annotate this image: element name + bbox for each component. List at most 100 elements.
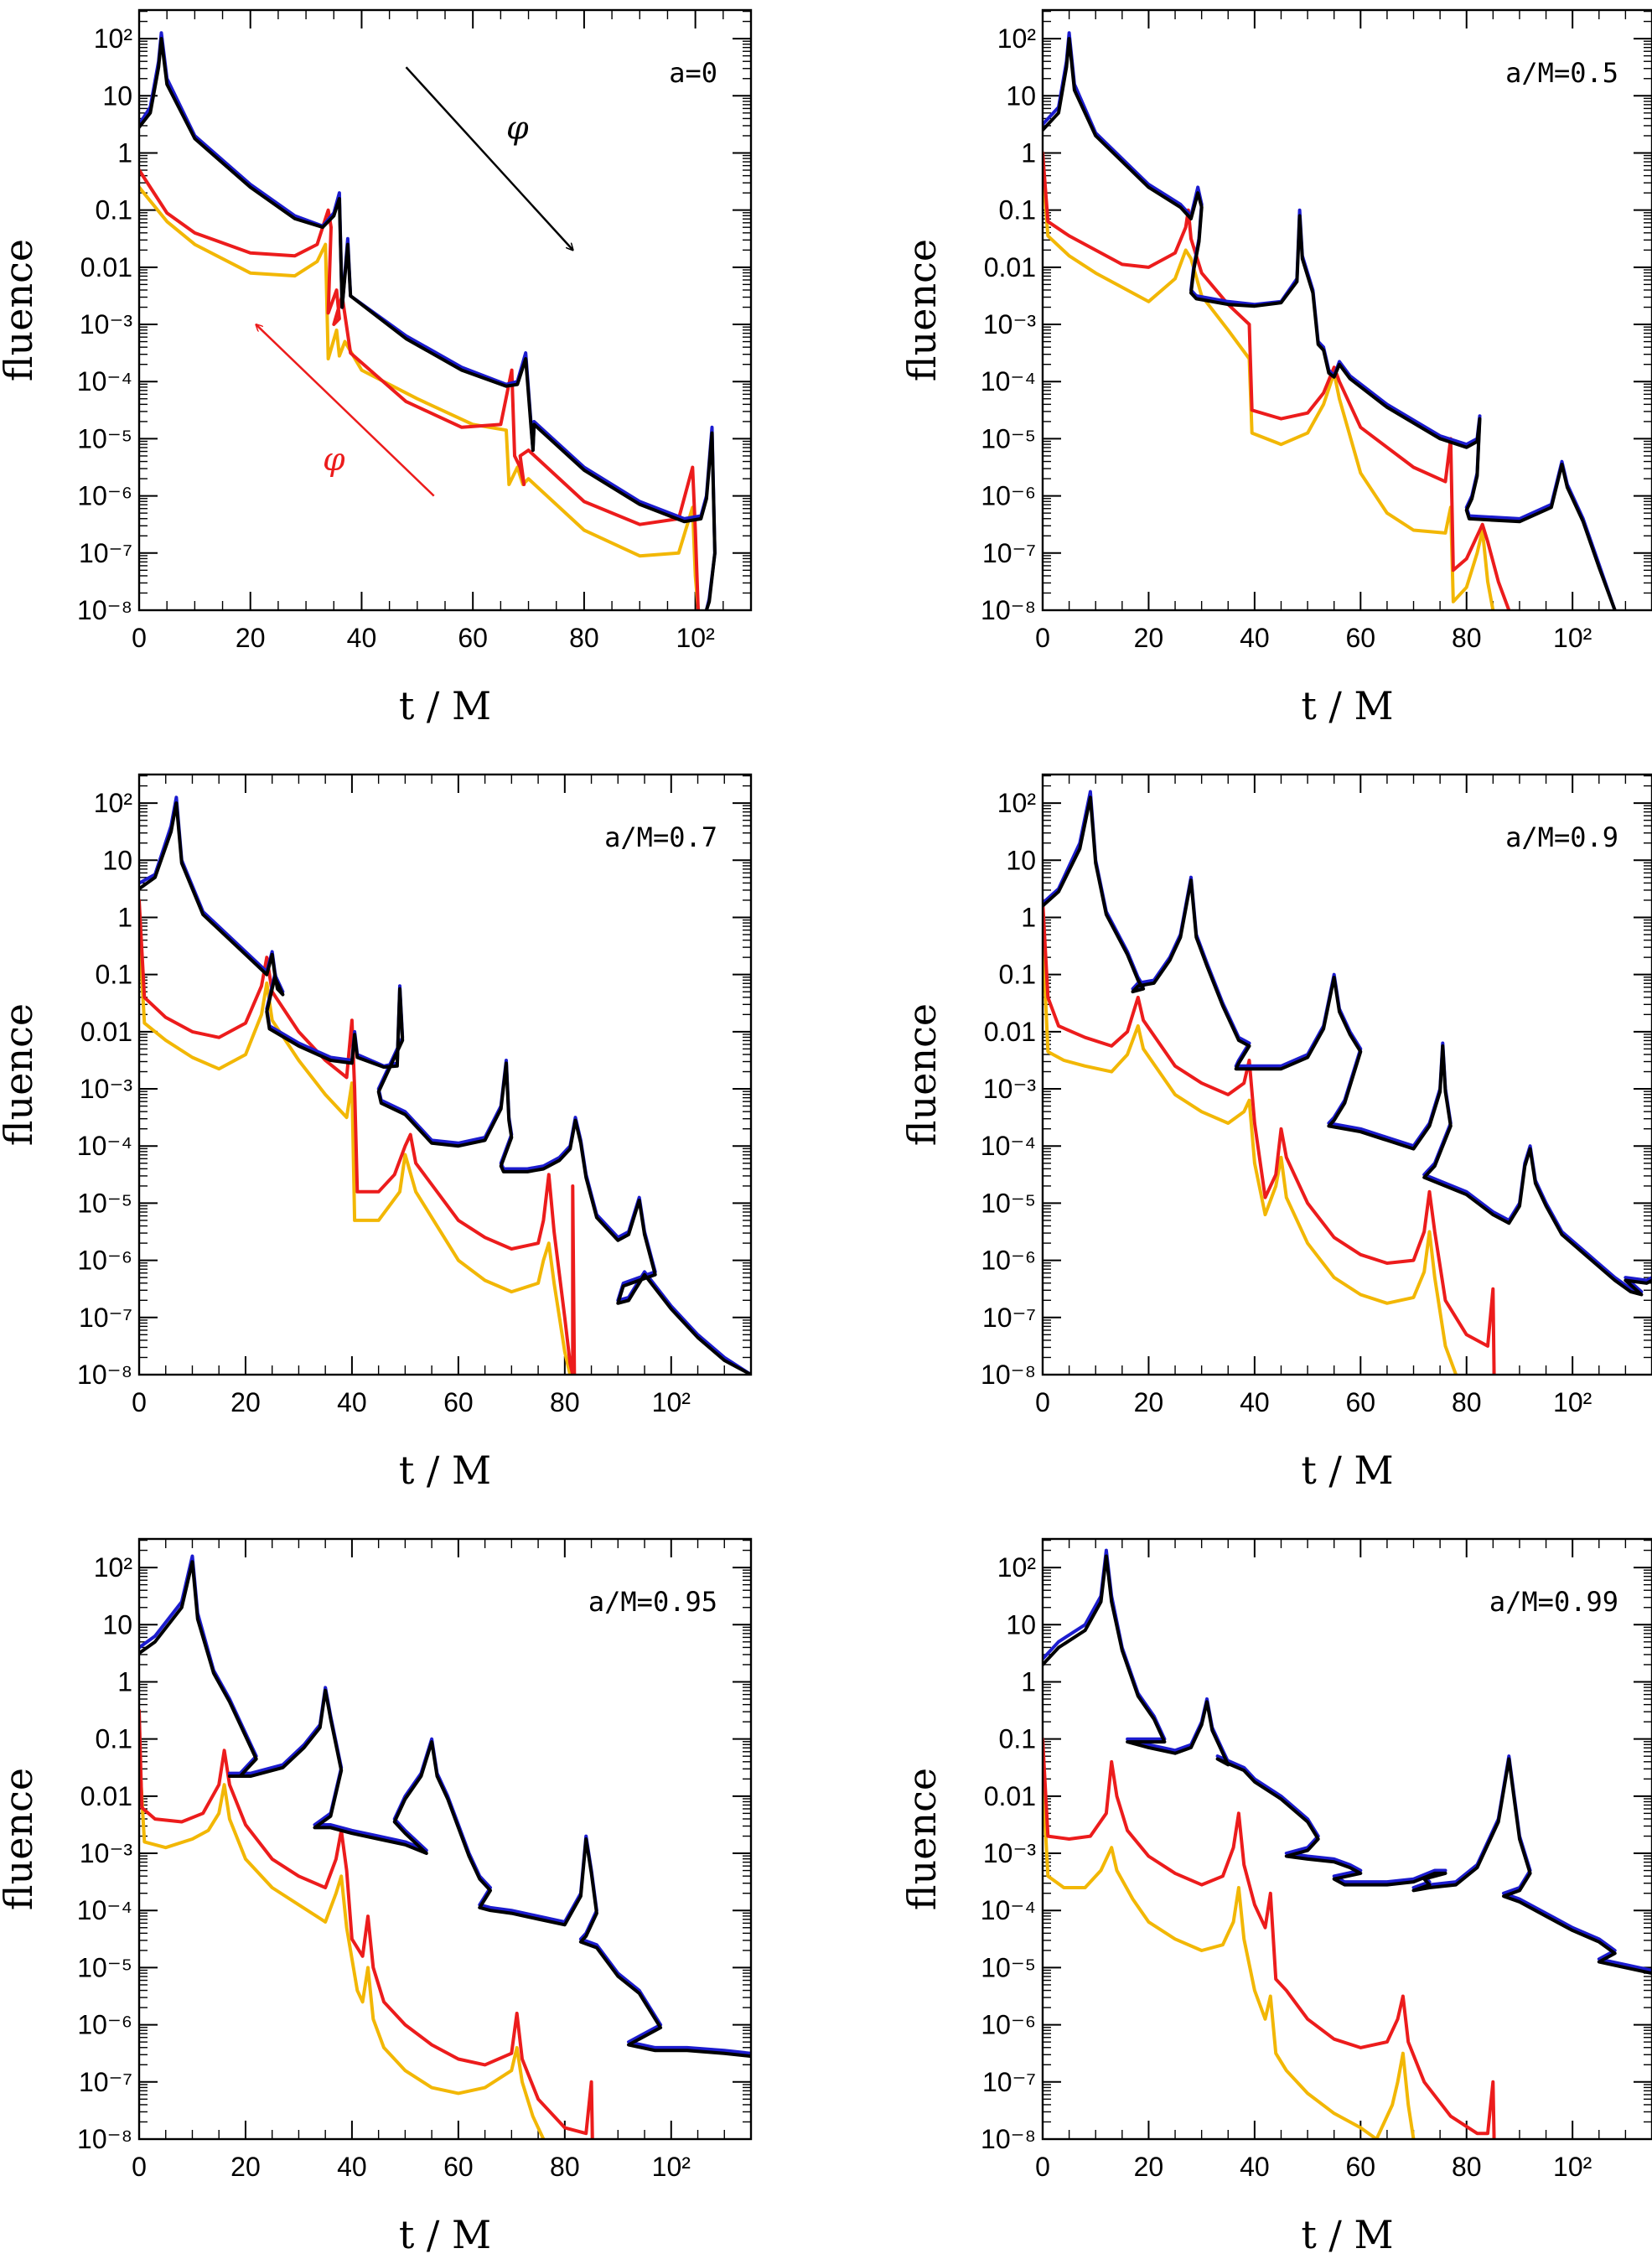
series-red-line xyxy=(139,1708,594,2139)
x-tick-label: 20 xyxy=(236,623,266,653)
curves xyxy=(139,795,751,1375)
y-tick-label: 0.01 xyxy=(984,252,1036,282)
annotation-phi-label: φ xyxy=(506,109,529,146)
x-tick-label: 80 xyxy=(1452,2152,1482,2182)
y-tick-label: 10⁻⁴ xyxy=(981,1131,1036,1161)
y-tick-label: 10⁻⁸ xyxy=(981,2124,1036,2154)
y-tick-label: 10² xyxy=(997,788,1037,818)
series-black-line xyxy=(139,1560,751,2059)
y-tick-label: 10² xyxy=(997,1552,1037,1583)
y-tick-label: 10⁻³ xyxy=(80,309,132,339)
x-tick-label: 60 xyxy=(443,2152,474,2182)
y-tick-label: 0.01 xyxy=(80,1017,132,1047)
x-tick-label: 60 xyxy=(443,1387,474,1417)
annotation-arrow xyxy=(256,324,435,497)
y-tick-label: 0.1 xyxy=(96,1724,132,1754)
x-tick-label: 10² xyxy=(652,1387,691,1417)
curves xyxy=(1043,790,1652,1375)
x-tick-label: 10² xyxy=(1553,1387,1592,1417)
y-tick-label: 10⁻⁴ xyxy=(77,1895,132,1925)
annotation-arrow xyxy=(405,66,573,250)
y-tick-label: 10 xyxy=(1006,80,1036,111)
series-orange-line xyxy=(1043,1777,1416,2139)
x-tick-label: 80 xyxy=(1452,623,1482,653)
y-tick-label: 10 xyxy=(1006,1609,1036,1640)
y-tick-label: 10⁻⁷ xyxy=(79,2067,132,2097)
y-tick-label: 10⁻⁷ xyxy=(79,538,132,568)
y-tick-label: 10⁻⁵ xyxy=(77,423,132,453)
series-orange-line xyxy=(139,1749,546,2139)
x-tick-label: 60 xyxy=(1346,2152,1376,2182)
y-tick-label: 10⁻⁶ xyxy=(981,2010,1036,2040)
x-tick-label: 40 xyxy=(1240,623,1270,653)
x-tick-label: 60 xyxy=(458,623,488,653)
panel-2: 10⁻⁸ 10⁻⁷ 10⁻⁶ 10⁻⁵ 10⁻⁴ 10⁻³ 0.01 0.1 1 10 10² 0 20… xyxy=(899,8,1652,728)
plot-frame xyxy=(137,773,753,1376)
plot-frame xyxy=(1041,8,1652,612)
y-axis-label: fluence xyxy=(0,1003,41,1146)
y-tick-label: 0.1 xyxy=(96,960,132,990)
series-black-line xyxy=(139,801,751,1375)
y-tick-label: 10⁻⁶ xyxy=(77,1246,132,1276)
panel-title: a/M=0.7 xyxy=(604,821,717,853)
curves xyxy=(139,1554,751,2139)
x-axis-label: t / M xyxy=(399,683,491,728)
series-black-line xyxy=(139,37,717,610)
x-tick-label: 0 xyxy=(1035,1387,1050,1417)
plot-frame xyxy=(137,1537,753,2141)
x-tick-label: 20 xyxy=(1134,1387,1164,1417)
x-tick-label: 10² xyxy=(1553,623,1592,653)
x-tick-label: 80 xyxy=(550,1387,580,1417)
y-axis-label: fluence xyxy=(899,1768,945,1910)
panel-6: 10⁻⁸ 10⁻⁷ 10⁻⁶ 10⁻⁵ 10⁻⁴ 10⁻³ 0.01 0.1 1 10 10² 0 20… xyxy=(899,1537,1652,2257)
y-tick-label: 10⁻⁵ xyxy=(981,1188,1036,1218)
y-tick-label: 10⁻⁵ xyxy=(77,1952,132,1982)
y-tick-label: 0.1 xyxy=(96,195,132,225)
series-red-line xyxy=(1043,1737,1496,2139)
y-axis-label: fluence xyxy=(899,239,945,381)
y-tick-label: 0.1 xyxy=(999,960,1036,990)
y-tick-label: 10⁻⁷ xyxy=(982,2067,1036,2097)
y-tick-label: 10 xyxy=(1006,845,1036,875)
y-tick-label: 10² xyxy=(94,23,133,54)
y-tick-label: 10⁻⁷ xyxy=(982,1303,1036,1333)
y-tick-label: 10⁻⁴ xyxy=(77,1131,132,1161)
x-tick-label: 20 xyxy=(230,1387,261,1417)
y-tick-label: 10² xyxy=(94,788,133,818)
x-axis-label: t / M xyxy=(1301,2212,1393,2257)
series-orange-line xyxy=(1043,168,1495,610)
x-axis-label: t / M xyxy=(399,1448,491,1493)
y-tick-label: 10⁻⁸ xyxy=(77,1360,132,1390)
y-tick-label: 10⁻³ xyxy=(983,1074,1036,1104)
y-tick-label: 10⁻³ xyxy=(80,1074,132,1104)
series-red-line xyxy=(139,899,577,1375)
series-red-line xyxy=(1043,151,1511,610)
y-tick-label: 0.01 xyxy=(984,1017,1036,1047)
y-tick-label: 10⁻⁸ xyxy=(77,595,132,625)
x-tick-label: 0 xyxy=(132,623,147,653)
panel-title: a/M=0.5 xyxy=(1505,57,1618,89)
y-tick-label: 1 xyxy=(1021,1666,1036,1697)
y-tick-label: 10⁻⁸ xyxy=(981,1360,1036,1390)
x-tick-label: 0 xyxy=(132,2152,147,2182)
y-tick-label: 1 xyxy=(1021,137,1036,168)
y-tick-label: 10⁻³ xyxy=(983,1838,1036,1868)
x-tick-label: 0 xyxy=(1035,623,1050,653)
plot-frame xyxy=(137,8,753,612)
x-tick-label: 20 xyxy=(1134,623,1164,653)
x-axis-label: t / M xyxy=(1301,683,1393,728)
y-tick-label: 10⁻⁴ xyxy=(981,1895,1036,1925)
x-tick-label: 40 xyxy=(1240,2152,1270,2182)
y-tick-label: 10⁻³ xyxy=(983,309,1036,339)
series-black-line xyxy=(1043,37,1617,610)
series-blue-line xyxy=(139,795,751,1375)
y-tick-label: 0.01 xyxy=(80,252,132,282)
curves xyxy=(1043,31,1617,610)
panel-title: a=0 xyxy=(669,57,717,89)
plot-frame xyxy=(1041,1537,1652,2141)
series-black-line xyxy=(1043,1554,1652,1976)
x-tick-label: 80 xyxy=(1452,1387,1482,1417)
y-tick-label: 10² xyxy=(94,1552,133,1583)
y-tick-label: 10⁻⁵ xyxy=(981,1952,1036,1982)
y-tick-label: 10⁻⁶ xyxy=(77,481,132,511)
